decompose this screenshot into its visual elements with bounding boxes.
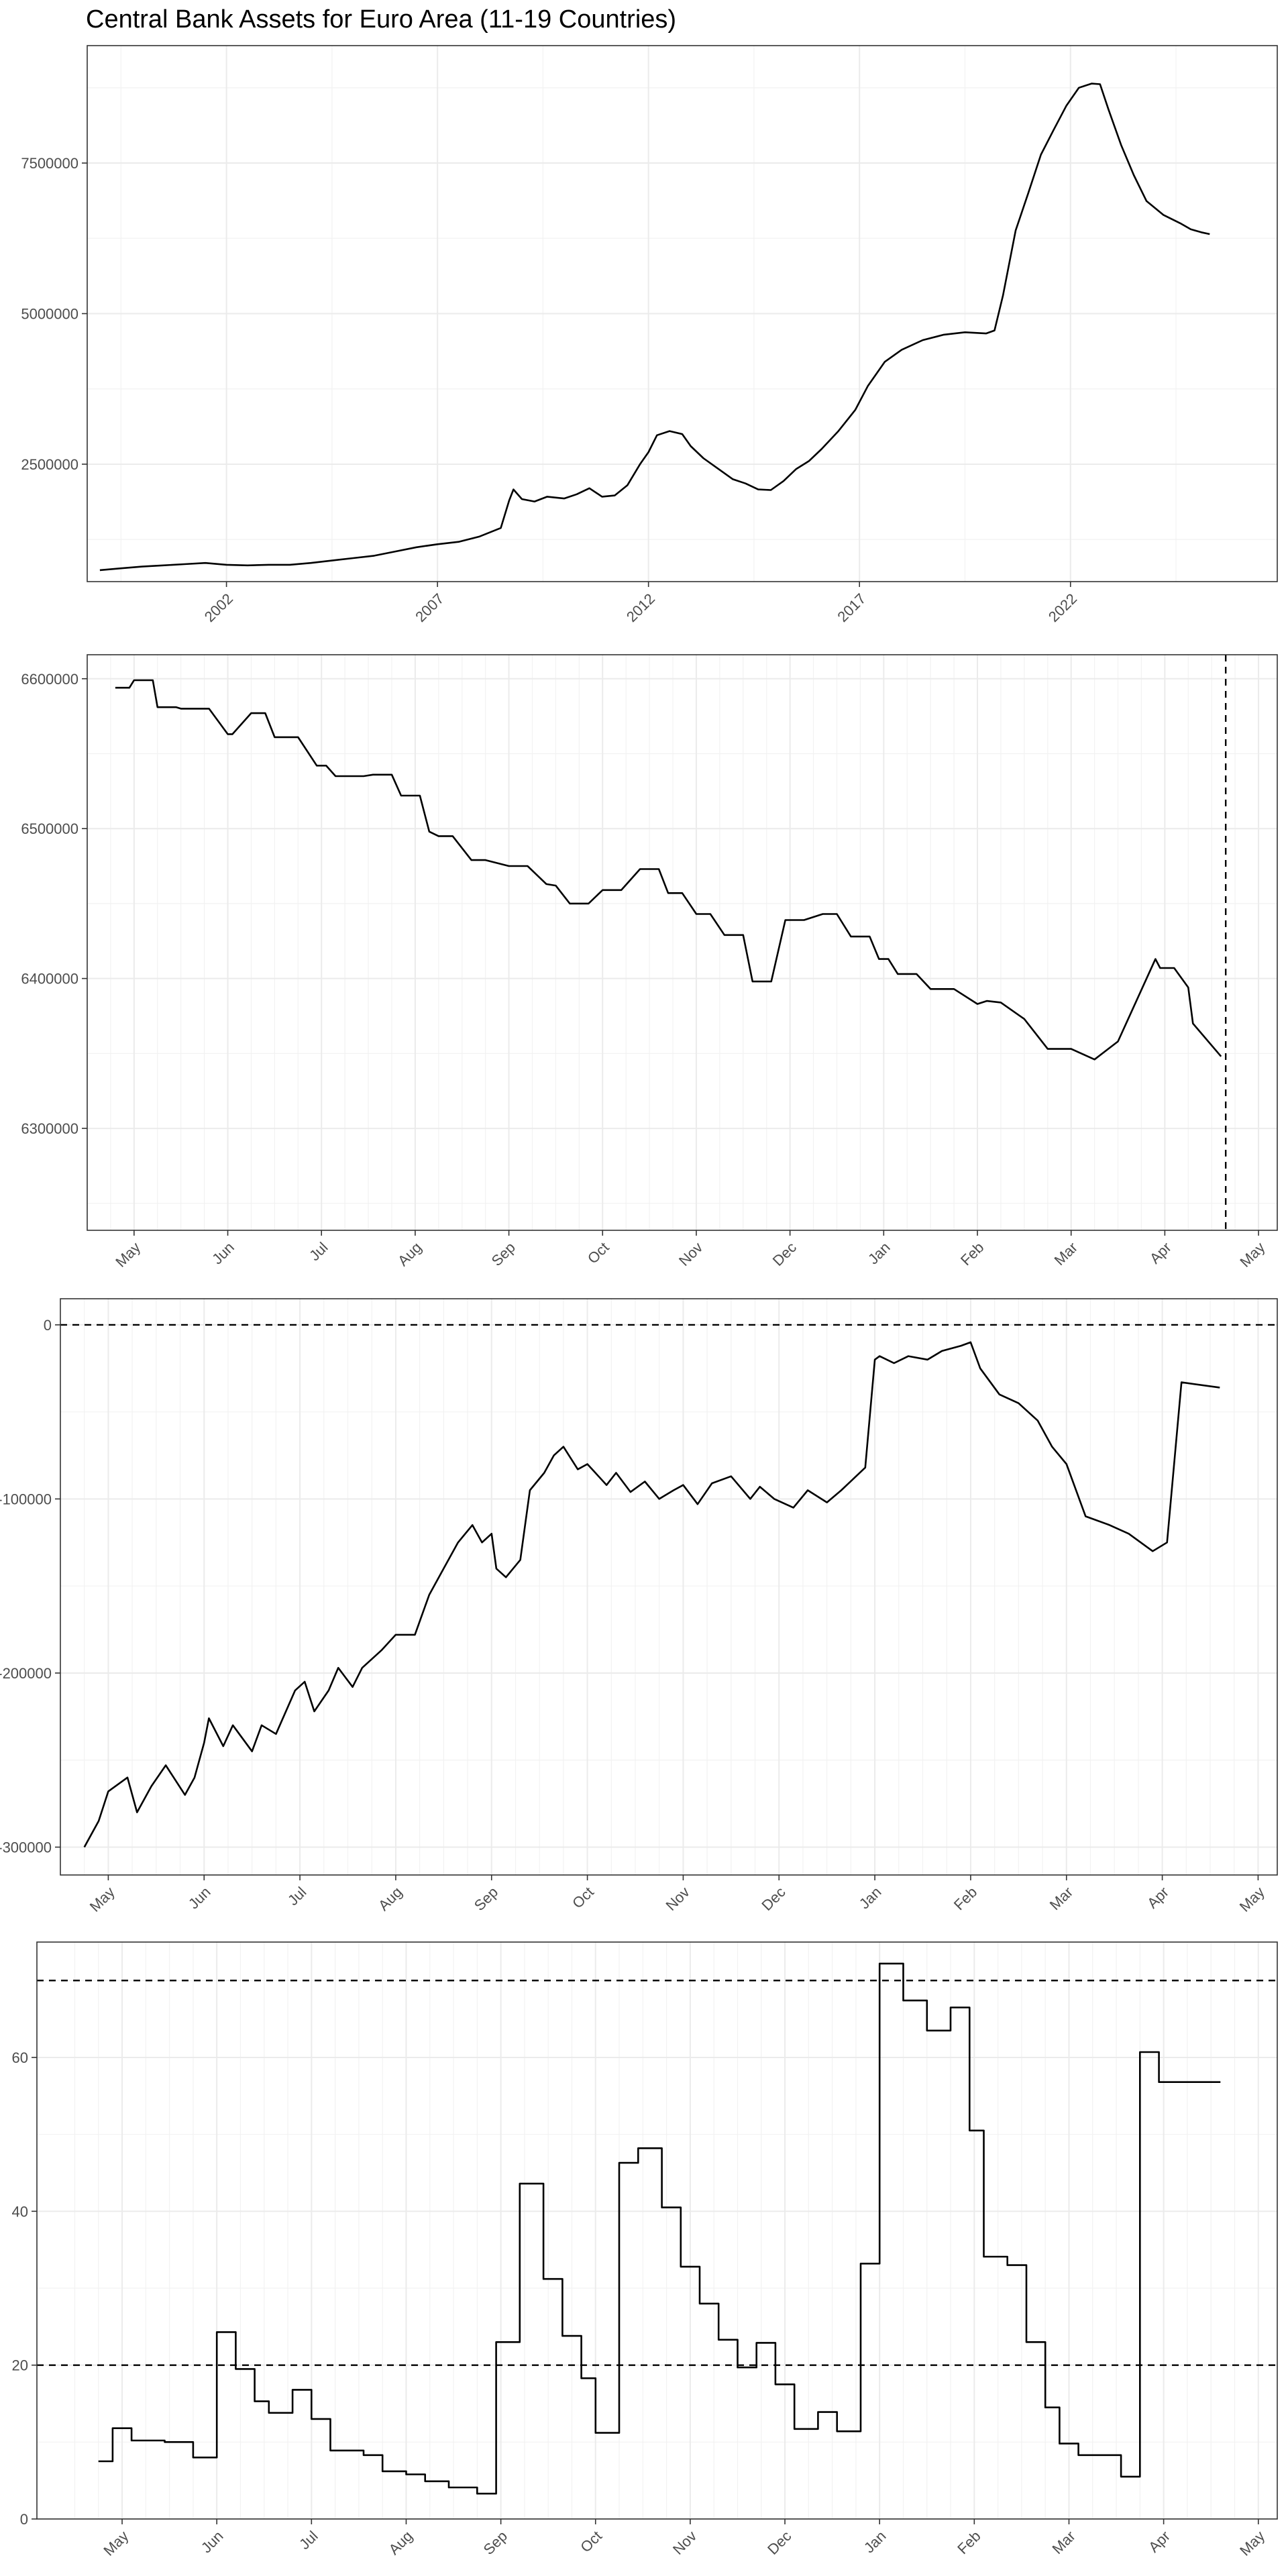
y-tick-label: 0 (20, 2511, 28, 2528)
panel-border (36, 1941, 1278, 2520)
y-tick-label: 7500000 (21, 155, 78, 172)
x-tick-label: Jul (296, 2528, 321, 2553)
x-tick-label: Jan (861, 2528, 890, 2557)
x-tick-label: May (1236, 1884, 1268, 1915)
y-tick-label: 6600000 (21, 671, 78, 688)
x-tick-label: Jun (198, 2528, 227, 2557)
x-tick-label: Feb (957, 1239, 987, 1269)
x-tick-label: Feb (951, 1884, 980, 1913)
x-tick-label: May (100, 2528, 131, 2559)
x-tick-label: Apr (1146, 1239, 1175, 1267)
x-tick-label: 2017 (834, 590, 869, 625)
x-tick-label: Aug (375, 1884, 405, 1914)
x-tick-label: 2002 (201, 590, 236, 625)
y-tick-label: 2500000 (21, 456, 78, 473)
x-tick-label: May (1236, 2528, 1268, 2559)
x-tick-label: Mar (1051, 1239, 1081, 1269)
x-tick-label: Dec (758, 1884, 788, 1914)
y-tick-label: 40 (12, 2203, 28, 2220)
x-tick-label: 2022 (1045, 590, 1080, 625)
y-tick-label: -100000 (0, 1491, 52, 1507)
y-tick-label: -200000 (0, 1665, 52, 1682)
chart-title: Central Bank Assets for Euro Area (11-19… (86, 5, 677, 34)
x-tick-label: Oct (569, 1884, 597, 1912)
y-tick-label: 60 (12, 2049, 28, 2066)
x-tick-label: Jan (856, 1884, 885, 1913)
x-tick-label: Mar (1046, 1884, 1076, 1913)
x-tick-label: Jun (209, 1239, 237, 1268)
x-tick-label: May (87, 1884, 118, 1915)
x-tick-label: Jul (306, 1239, 331, 1265)
x-tick-label: Sep (471, 1884, 501, 1914)
x-tick-label: Aug (386, 2528, 416, 2558)
x-tick-label: Mar (1049, 2528, 1078, 2557)
y-tick-label: 5000000 (21, 306, 78, 323)
panel-background (37, 1942, 1277, 2519)
panel-background (60, 1299, 1277, 1875)
x-tick-label: Apr (1145, 2528, 1173, 2556)
x-tick-label: Aug (394, 1239, 425, 1269)
series-line (115, 679, 1222, 1061)
x-tick-label: Sep (480, 2528, 511, 2558)
x-tick-label: Oct (584, 1239, 612, 1267)
panel-border (87, 654, 1278, 1231)
y-tick-label: 6400000 (21, 971, 78, 987)
series-line (99, 83, 1210, 572)
panel-2: 6300000 6400000 6500000 6600000 May Jun Jul Aug… (21, 654, 1278, 1271)
x-tick-label: Nov (676, 1239, 706, 1269)
x-tick-label: Jun (185, 1884, 214, 1913)
series-line (83, 1341, 1220, 1848)
x-tick-label: Dec (769, 1239, 800, 1269)
y-tick-label: -300000 (0, 1839, 52, 1856)
x-tick-label: Oct (577, 2528, 605, 2556)
x-tick-label: Nov (663, 1884, 693, 1914)
series-line (98, 1962, 1221, 2495)
x-tick-label: Sep (488, 1239, 519, 1269)
x-tick-label: Jan (865, 1239, 894, 1268)
x-tick-label: 2012 (623, 590, 658, 625)
x-tick-label: Dec (764, 2528, 794, 2558)
panel-border (60, 1298, 1278, 1876)
y-tick-label: 20 (12, 2357, 28, 2374)
x-tick-label: Feb (954, 2528, 983, 2557)
y-tick-label: 6500000 (21, 820, 78, 837)
panel-4: 0 20 40 60 May Jun Jul Aug Sep Oct Nov Dec Jan Feb Mar… (12, 1941, 1278, 2559)
x-tick-label: Apr (1144, 1884, 1172, 1912)
panel-background (87, 655, 1277, 1230)
panel-1: 2500000 5000000 7500000 2002 2007 2012 2017 202… (21, 45, 1278, 625)
x-tick-label: Jul (284, 1884, 310, 1909)
panel-3: -300000 -200000 -100000 0 May Jun Jul Aug Sep Oct… (0, 1298, 1278, 1915)
x-tick-label: 2007 (412, 590, 447, 625)
x-tick-label: Nov (669, 2528, 700, 2558)
x-tick-label: May (112, 1239, 144, 1271)
x-tick-label: May (1236, 1239, 1268, 1271)
y-tick-label: 6300000 (21, 1120, 78, 1137)
y-tick-label: 0 (44, 1317, 52, 1334)
